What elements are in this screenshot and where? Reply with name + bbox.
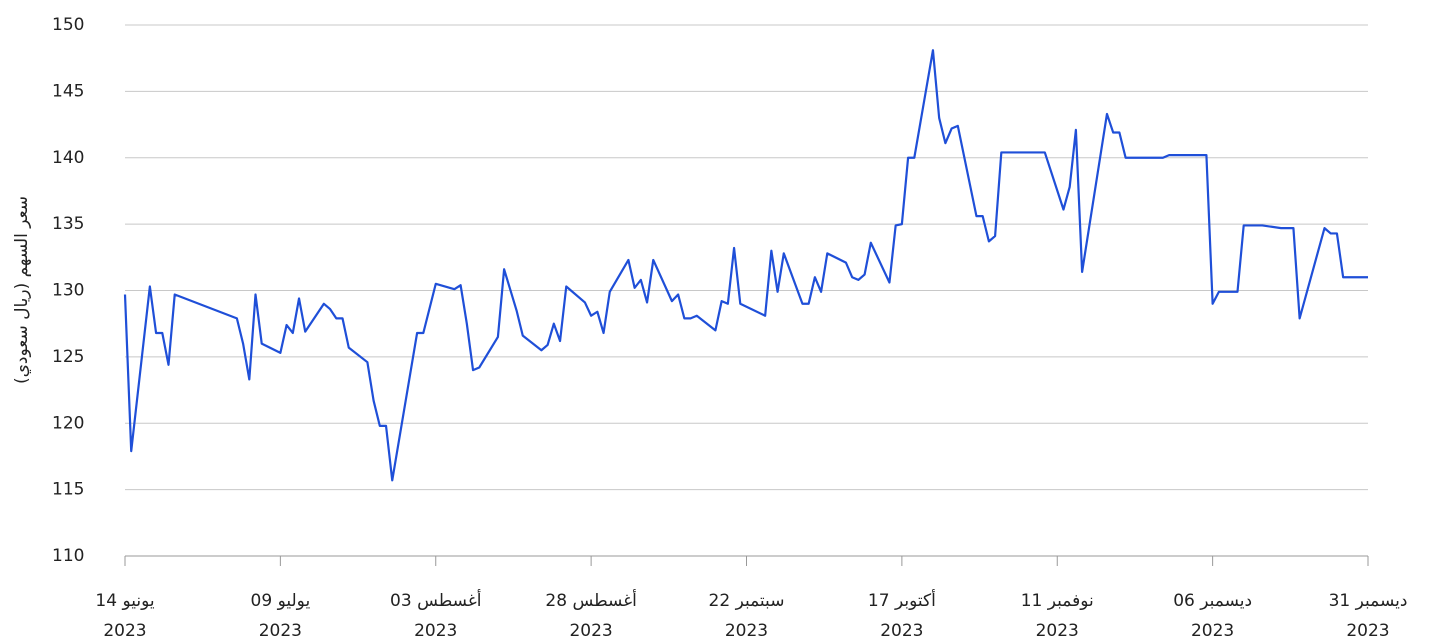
y-tick-label: 125 — [52, 347, 84, 367]
y-tick-label: 135 — [52, 214, 84, 234]
x-tick-label-line: 09 يوليو — [251, 591, 311, 611]
x-tick-label-line: 22 سبتمبر — [709, 591, 785, 611]
x-tick-label: 06 ديسمبر 2023 — [1173, 591, 1252, 639]
line — [123, 49, 1368, 482]
y-tick-label: 145 — [52, 81, 84, 101]
y-axis-title: سعر السهم (ريال سعودي) — [12, 196, 32, 384]
y-tick-label: 115 — [52, 480, 84, 500]
x-tick-label-line: 03 أغسطس — [390, 589, 481, 611]
x-tick-label-line: 31 ديسمبر — [1329, 591, 1408, 611]
x-tick-label-line: 14 يونيو — [95, 591, 154, 611]
x-tick-label: 11 نوفمبر 2023 — [1021, 591, 1094, 639]
x-tick-label-line: 2023 — [725, 621, 768, 639]
x-tick-label: 03 أغسطس 2023 — [390, 589, 481, 639]
x-tick-label-line: 2023 — [569, 621, 612, 639]
x-tick-label-line: 2023 — [1036, 621, 1079, 639]
x-tick-label-line: 2023 — [1191, 621, 1234, 639]
x-tick-label-line: 2023 — [259, 621, 302, 639]
x-tick-label-line: 2023 — [103, 621, 146, 639]
x-tick-label-line: 2023 — [880, 621, 923, 639]
y-tick-label: 140 — [52, 148, 84, 168]
x-tick-label: 17 أكتوبر 2023 — [868, 589, 936, 639]
x-tick-label-line: 17 أكتوبر — [868, 589, 936, 611]
x-tick-label: 28 أغسطس 2023 — [545, 589, 636, 639]
x-tick-label-line: 06 ديسمبر — [1173, 591, 1252, 611]
x-tick-label-line: 11 نوفمبر — [1021, 591, 1094, 611]
x-tick-label-line: 2023 — [1346, 621, 1389, 639]
y-tick-label: 130 — [52, 281, 84, 301]
x-tick-label-line: 28 أغسطس — [545, 589, 636, 611]
x-tick-label-line: 2023 — [414, 621, 457, 639]
x-tick-label: 09 يوليو 2023 — [251, 591, 311, 639]
x-tick-label: 14 يونيو 2023 — [95, 591, 154, 639]
y-tick-label: 110 — [52, 546, 84, 566]
y-tick-label: 150 — [52, 15, 84, 35]
x-tick-label: 31 ديسمبر 2023 — [1329, 591, 1408, 639]
y-tick-label: 120 — [52, 413, 84, 433]
x-tick-label: 22 سبتمبر 2023 — [709, 591, 785, 639]
